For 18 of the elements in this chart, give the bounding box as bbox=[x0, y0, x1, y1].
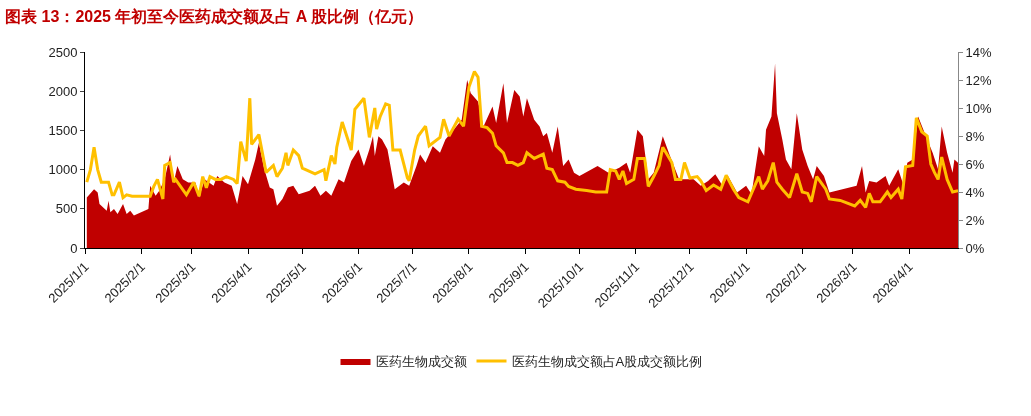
y2-tick-label: 12% bbox=[965, 72, 993, 88]
y-tick-label: 0 bbox=[70, 240, 78, 256]
y2-tick-label: 4% bbox=[965, 184, 985, 200]
legend-label: 医药生物成交额占A股成交额比例 bbox=[511, 354, 703, 370]
y-tick-label: 2000 bbox=[48, 83, 78, 99]
y-tick-label: 1500 bbox=[48, 122, 78, 138]
y2-tick-label: 10% bbox=[965, 100, 993, 116]
y2-tick-label: 8% bbox=[965, 128, 985, 144]
y-tick-label: 500 bbox=[55, 201, 78, 217]
y-tick-label: 1000 bbox=[48, 162, 78, 178]
y2-tick-label: 14% bbox=[965, 44, 993, 60]
y2-tick-label: 0% bbox=[965, 240, 985, 256]
line-series bbox=[85, 70, 958, 209]
y2-tick-label: 2% bbox=[965, 212, 985, 228]
legend-label: 医药生物成交额 bbox=[375, 354, 467, 370]
chart-title: 图表 13：2025 年初至今医药成交额及占 A 股比例（亿元） bbox=[5, 6, 424, 26]
y2-tick-label: 6% bbox=[965, 156, 985, 172]
y-tick-label: 2500 bbox=[48, 44, 78, 60]
